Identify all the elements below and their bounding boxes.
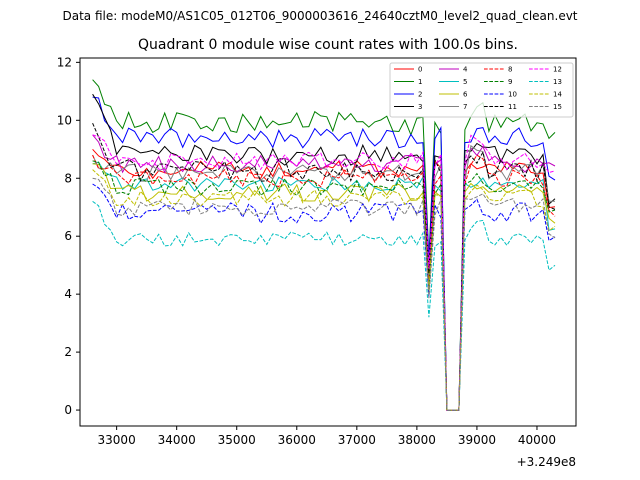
series-line-13 [92, 200, 556, 411]
y-tick-label: 6 [64, 229, 72, 243]
y-tick-label: 2 [64, 345, 72, 359]
x-tick-label: 33000 [98, 433, 136, 447]
x-tick-label: 40000 [518, 433, 556, 447]
series-line-3 [92, 93, 556, 411]
x-offset-label: +3.249e8 [517, 455, 576, 469]
legend-label-12: 12 [553, 66, 562, 74]
series-line-7 [92, 144, 555, 411]
legend-label-2: 2 [418, 91, 422, 99]
series-line-1 [92, 79, 556, 411]
legend-label-3: 3 [418, 103, 422, 111]
legend-label-8: 8 [508, 66, 512, 74]
legend-label-7: 7 [463, 103, 467, 111]
x-tick-label: 37000 [338, 433, 376, 447]
legend-label-13: 13 [553, 78, 562, 86]
x-axis: 33000 34000 35000 36000 37000 38000 39000 40000 [98, 426, 556, 447]
plot-lines [92, 79, 556, 411]
series-line-4 [92, 134, 556, 411]
series-line-10 [92, 183, 556, 411]
legend-label-10: 10 [508, 91, 517, 99]
series-line-2 [92, 96, 556, 411]
y-tick-label: 12 [57, 55, 72, 69]
legend-label-0: 0 [418, 66, 422, 74]
series-line-9 [92, 160, 556, 411]
plot-area-frame [79, 57, 577, 427]
y-axis: 0 2 4 6 8 10 12 [57, 55, 80, 417]
x-tick-label: 39000 [458, 433, 496, 447]
legend-label-9: 9 [508, 78, 512, 86]
x-tick-label: 35000 [218, 433, 256, 447]
legend-box [389, 62, 574, 118]
x-tick-label: 34000 [158, 433, 196, 447]
series-line-15 [92, 177, 556, 411]
y-tick-label: 8 [64, 171, 72, 185]
legend-label-6: 6 [463, 91, 468, 99]
legend-label-11: 11 [508, 103, 517, 111]
y-tick-label: 10 [57, 113, 72, 127]
y-tick-label: 4 [64, 287, 72, 301]
y-tick-label: 0 [64, 403, 72, 417]
series-line-8 [92, 154, 556, 411]
legend-label-14: 14 [553, 91, 562, 99]
legend-label-5: 5 [463, 78, 467, 86]
chart-title: Quadrant 0 module wise count rates with … [138, 37, 518, 53]
series-line-12 [92, 134, 556, 411]
chart-suptitle: Data file: modeM0/AS1C05_012T06_90000036… [62, 9, 577, 23]
series-line-5 [92, 161, 556, 411]
x-tick-label: 38000 [398, 433, 436, 447]
x-tick-label: 36000 [278, 433, 316, 447]
series-line-0 [92, 148, 556, 411]
legend-label-1: 1 [418, 78, 422, 86]
series-line-14 [92, 169, 556, 411]
series-line-11 [92, 122, 556, 411]
series-line-6 [92, 163, 556, 411]
legend-label-15: 15 [553, 103, 562, 111]
legend-label-4: 4 [463, 66, 468, 74]
